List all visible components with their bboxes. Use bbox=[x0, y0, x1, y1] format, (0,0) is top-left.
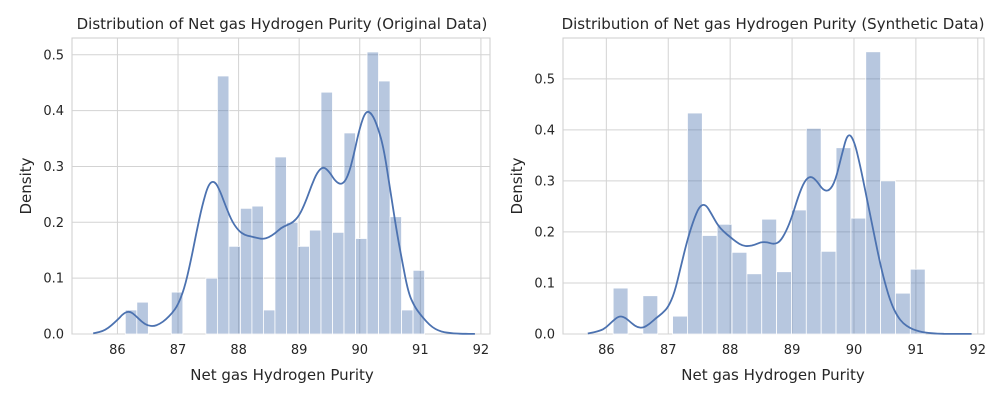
y-tick-labels: 0.0 0.1 0.2 0.3 0.4 0.5 bbox=[534, 72, 555, 342]
histogram-bar bbox=[205, 277, 218, 335]
histogram-bar bbox=[850, 217, 867, 335]
histogram-bar bbox=[805, 127, 822, 335]
x-axis-label: Net gas Hydrogen Purity bbox=[681, 366, 865, 384]
y-tick-label: 0.3 bbox=[534, 174, 555, 189]
histogram-bar bbox=[228, 245, 241, 335]
histogram-bar bbox=[332, 231, 345, 335]
y-tick-label: 0.1 bbox=[43, 272, 64, 287]
histogram-bar bbox=[746, 273, 763, 335]
y-axis-label: Density bbox=[508, 157, 526, 214]
histogram-bar bbox=[216, 75, 230, 335]
y-tick-label: 0.5 bbox=[43, 48, 64, 63]
histogram-bar bbox=[366, 51, 379, 335]
histogram-bar bbox=[776, 271, 792, 335]
histogram-bar bbox=[286, 221, 299, 335]
x-tick-label: 87 bbox=[660, 343, 677, 358]
histogram-bar bbox=[240, 207, 253, 335]
kde-curve-group bbox=[587, 134, 972, 335]
histogram-bar bbox=[297, 245, 310, 335]
y-tick-label: 0.3 bbox=[43, 160, 64, 175]
y-tick-label: 0.1 bbox=[534, 276, 555, 291]
y-tick-labels: 0.0 0.1 0.2 0.3 0.4 0.5 bbox=[43, 48, 64, 342]
x-tick-label: 92 bbox=[970, 343, 987, 358]
histogram-bar bbox=[731, 251, 748, 335]
y-axis-label: Density bbox=[17, 157, 35, 214]
histogram-bar bbox=[909, 268, 926, 335]
histogram-bar bbox=[642, 295, 659, 335]
histogram-bar bbox=[355, 238, 368, 335]
y-tick-label: 0.2 bbox=[534, 225, 555, 240]
histogram-bar bbox=[761, 218, 777, 335]
histogram-bar bbox=[401, 309, 414, 335]
x-tick-labels: 86 87 88 89 90 91 92 bbox=[598, 343, 986, 358]
x-tick-label: 89 bbox=[784, 343, 801, 358]
histogram-bar bbox=[389, 216, 402, 335]
histogram-bar bbox=[412, 269, 425, 335]
histogram-bar bbox=[791, 209, 807, 335]
chart-panel-original: 86 87 88 89 90 91 92 0.0 0.1 0.2 0.3 0.4 0.5 Distri… bbox=[17, 15, 491, 384]
y-tick-label: 0.4 bbox=[43, 104, 64, 119]
y-tick-label: 0.2 bbox=[43, 216, 64, 231]
x-tick-label: 87 bbox=[170, 343, 187, 358]
grid-lines bbox=[72, 38, 490, 335]
plot-area bbox=[562, 37, 985, 335]
y-tick-label: 0.4 bbox=[534, 123, 555, 138]
histogram-bars bbox=[124, 51, 425, 335]
histogram-bar bbox=[701, 235, 718, 335]
x-tick-label: 86 bbox=[598, 343, 615, 358]
chart-title: Distribution of Net gas Hydrogen Purity … bbox=[562, 15, 985, 33]
histogram-bar bbox=[880, 180, 896, 335]
x-tick-label: 91 bbox=[412, 343, 429, 358]
x-tick-label: 91 bbox=[908, 343, 925, 358]
y-tick-label: 0.0 bbox=[43, 328, 64, 343]
grid-lines bbox=[563, 38, 984, 335]
histogram-bar bbox=[263, 309, 276, 335]
histogram-bar bbox=[320, 91, 333, 335]
histogram-bar bbox=[343, 132, 356, 335]
histogram-bar bbox=[895, 292, 911, 335]
histogram-bar bbox=[865, 51, 882, 335]
x-axis-label: Net gas Hydrogen Purity bbox=[190, 366, 374, 384]
y-tick-label: 0.0 bbox=[534, 328, 555, 343]
histogram-bar bbox=[378, 80, 391, 335]
x-tick-label: 92 bbox=[473, 343, 490, 358]
kde-curve bbox=[587, 134, 972, 335]
x-tick-label: 90 bbox=[846, 343, 863, 358]
kde-curve-group bbox=[92, 110, 475, 335]
histogram-bar bbox=[274, 156, 287, 335]
chart-panel-synthetic: 86 87 88 89 90 91 92 0.0 0.1 0.2 0.3 0.4 0.5 Distri… bbox=[508, 15, 986, 384]
histogram-bar bbox=[124, 309, 138, 335]
histogram-bar bbox=[612, 287, 629, 335]
x-tick-label: 88 bbox=[230, 343, 247, 358]
x-tick-label: 90 bbox=[351, 343, 368, 358]
histogram-bar bbox=[309, 229, 322, 335]
histogram-bar bbox=[251, 205, 264, 335]
histogram-bar bbox=[835, 147, 852, 335]
x-tick-labels: 86 87 88 89 90 91 92 bbox=[109, 343, 489, 358]
histogram-bar bbox=[820, 250, 837, 335]
x-tick-label: 89 bbox=[291, 343, 308, 358]
histogram-bar bbox=[672, 315, 688, 335]
y-tick-label: 0.5 bbox=[534, 72, 555, 87]
x-tick-label: 88 bbox=[722, 343, 739, 358]
chart-title: Distribution of Net gas Hydrogen Purity … bbox=[77, 15, 488, 33]
histogram-bar bbox=[687, 112, 703, 335]
x-tick-label: 86 bbox=[109, 343, 126, 358]
kde-curve bbox=[92, 110, 475, 335]
histogram-bar bbox=[716, 223, 733, 335]
